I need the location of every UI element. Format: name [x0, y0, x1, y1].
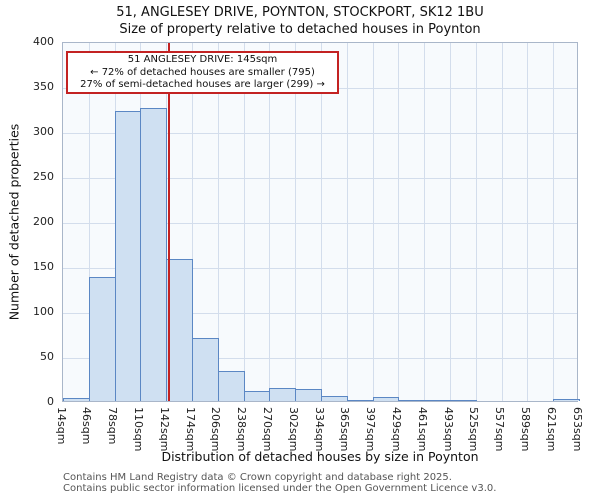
x-tick-label: 365sqm	[338, 407, 352, 452]
x-tick-label: 461sqm	[415, 407, 429, 452]
y-gridline	[63, 268, 577, 269]
histogram-bar	[450, 400, 477, 401]
y-tick-label: 350	[33, 80, 54, 93]
x-gridline	[553, 43, 555, 401]
x-gridline	[475, 43, 477, 401]
x-gridline	[269, 43, 271, 401]
histogram-bar	[424, 400, 451, 401]
histogram-bar	[295, 389, 322, 401]
x-gridline	[450, 43, 451, 401]
histogram-bar	[372, 397, 400, 401]
x-gridline	[424, 43, 426, 401]
x-tick-label: 557sqm	[493, 407, 507, 452]
x-tick-label: 525sqm	[467, 407, 481, 452]
y-tick-label: 250	[33, 170, 54, 183]
histogram-bar	[217, 371, 245, 401]
histogram-bar	[553, 399, 580, 401]
histogram-bar	[63, 398, 90, 401]
footer-attribution-line-2: Contains public sector information licen…	[63, 483, 497, 494]
x-tick-label: 302sqm	[286, 407, 300, 452]
chart-subtitle: Size of property relative to detached ho…	[119, 22, 481, 37]
property-annotation-box: 51 ANGLESEY DRIVE: 145sqm ← 72% of detac…	[66, 51, 339, 94]
annotation-line-1: 51 ANGLESEY DRIVE: 145sqm	[127, 54, 278, 65]
x-gridline	[398, 43, 400, 401]
y-gridline	[63, 313, 577, 314]
x-tick-label: 621sqm	[544, 407, 558, 452]
histogram-bar	[398, 400, 426, 401]
x-axis-label: Distribution of detached houses by size …	[161, 449, 479, 464]
x-tick-label: 46sqm	[80, 407, 94, 445]
footer-attribution-line-1: Contains HM Land Registry data © Crown c…	[63, 472, 452, 483]
x-gridline	[372, 43, 374, 401]
x-gridline	[243, 43, 245, 401]
x-gridline	[217, 43, 219, 401]
y-tick-label: 300	[33, 125, 54, 138]
x-tick-label: 653sqm	[570, 407, 584, 452]
y-gridline	[63, 223, 577, 224]
histogram-bar	[243, 391, 271, 401]
x-tick-label: 14sqm	[54, 407, 68, 445]
x-tick-label: 110sqm	[131, 407, 145, 452]
histogram-bar	[269, 387, 297, 401]
x-tick-label: 78sqm	[106, 407, 120, 445]
x-tick-label: 174sqm	[183, 407, 197, 452]
x-gridline	[501, 43, 503, 401]
histogram-bar	[140, 107, 168, 401]
y-tick-label: 200	[33, 215, 54, 228]
y-tick-label: 100	[33, 305, 54, 318]
plot-area	[62, 42, 580, 402]
annotation-line-3: 27% of semi-detached houses are larger (…	[80, 79, 325, 90]
x-tick-label: 397sqm	[364, 407, 378, 452]
histogram-bar	[321, 395, 348, 401]
x-gridline	[527, 43, 529, 401]
histogram-bar	[114, 111, 142, 401]
x-gridline	[88, 43, 90, 401]
histogram-bar	[346, 400, 374, 401]
annotation-line-2: ← 72% of detached houses are smaller (79…	[90, 66, 315, 78]
y-tick-label: 50	[40, 350, 54, 363]
x-gridline	[295, 43, 297, 401]
y-tick-label: 400	[33, 35, 54, 48]
x-tick-label: 589sqm	[518, 407, 532, 452]
x-tick-label: 142sqm	[157, 407, 171, 452]
histogram-bar	[88, 276, 116, 401]
y-gridline	[63, 133, 577, 134]
x-gridline	[192, 43, 193, 401]
y-gridline	[63, 178, 577, 179]
histogram-bar	[192, 338, 219, 401]
y-gridline	[63, 358, 577, 359]
x-tick-label: 334sqm	[312, 407, 326, 452]
y-tick-label: 0	[47, 395, 54, 408]
x-tick-label: 493sqm	[441, 407, 455, 452]
x-gridline	[321, 43, 322, 401]
y-tick-label: 150	[33, 260, 54, 273]
x-tick-label: 206sqm	[209, 407, 223, 452]
chart-title: 51, ANGLESEY DRIVE, POYNTON, STOCKPORT, …	[116, 5, 484, 20]
property-size-marker-line	[167, 43, 170, 401]
x-gridline	[346, 43, 348, 401]
histogram-bar	[166, 258, 193, 401]
x-tick-label: 238sqm	[235, 407, 249, 452]
x-tick-label: 270sqm	[260, 407, 274, 452]
x-tick-label: 429sqm	[389, 407, 403, 452]
